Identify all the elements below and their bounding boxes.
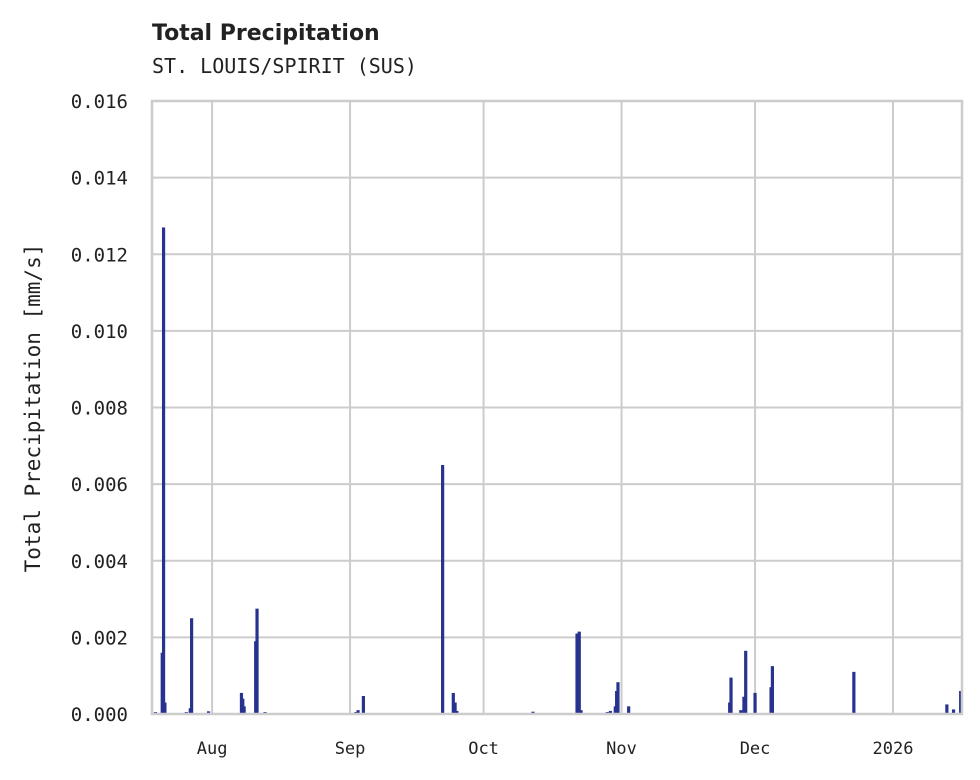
precip-bar: [161, 227, 166, 714]
precip-bar: [190, 618, 194, 714]
precip-bar: [608, 710, 613, 714]
x-tick-label: Nov: [606, 739, 637, 759]
x-tick-label: Aug: [197, 739, 228, 759]
precip-bar: [206, 711, 211, 714]
precip-bar: [627, 706, 631, 714]
data-series: [153, 227, 963, 714]
precip-bar: [361, 695, 366, 714]
precip-bar: [852, 671, 856, 714]
y-tick-label: 0.006: [71, 474, 128, 496]
x-tick-label: Sep: [335, 739, 366, 759]
precip-bar: [255, 608, 259, 714]
precip-bar: [744, 650, 748, 714]
plot-frame: [150, 99, 964, 716]
precip-bar: [451, 692, 455, 714]
precip-bar: [577, 631, 581, 714]
precip-bar: [739, 710, 743, 714]
precip-bar: [945, 704, 949, 714]
precip-bar: [579, 710, 583, 714]
y-tick-label: 0.010: [71, 321, 128, 343]
y-tick-label: 0.012: [71, 244, 128, 266]
y-tick-label: 0.002: [71, 627, 128, 649]
x-tick-label: Oct: [468, 739, 499, 759]
precip-bar: [242, 706, 246, 714]
precip-bar: [453, 702, 457, 714]
gridlines: [152, 100, 962, 715]
chart-subtitle: ST. LOUIS/SPIRIT (SUS): [152, 54, 417, 78]
x-axis-ticks: Aug Sep Oct Nov Dec 2026: [197, 739, 914, 759]
precip-bar: [742, 696, 746, 714]
precip-bar: [616, 682, 620, 714]
y-tick-label: 0.016: [71, 91, 128, 113]
y-axis-label: Total Precipitation [mm/s]: [21, 244, 45, 573]
precip-bar: [729, 677, 733, 714]
y-tick-label: 0.008: [71, 398, 128, 420]
x-tick-label: 2026: [873, 739, 914, 759]
precip-bar: [163, 702, 167, 714]
precip-bar: [575, 633, 579, 714]
y-tick-label: 0.000: [71, 704, 128, 726]
y-axis-ticks: 0.000 0.002 0.004 0.006 0.008 0.010 0.012 0.014…: [71, 91, 128, 726]
precip-bar: [770, 666, 775, 714]
x-tick-label: Dec: [740, 739, 771, 759]
precip-bar: [951, 709, 956, 714]
precip-bar: [753, 692, 757, 714]
y-tick-label: 0.004: [71, 551, 128, 573]
chart-title: Total Precipitation: [152, 21, 380, 46]
precip-bar: [356, 710, 360, 714]
precip-bar: [441, 464, 445, 714]
y-tick-label: 0.014: [71, 168, 128, 190]
precip-bar: [455, 710, 459, 714]
precip-bar: [959, 691, 963, 714]
